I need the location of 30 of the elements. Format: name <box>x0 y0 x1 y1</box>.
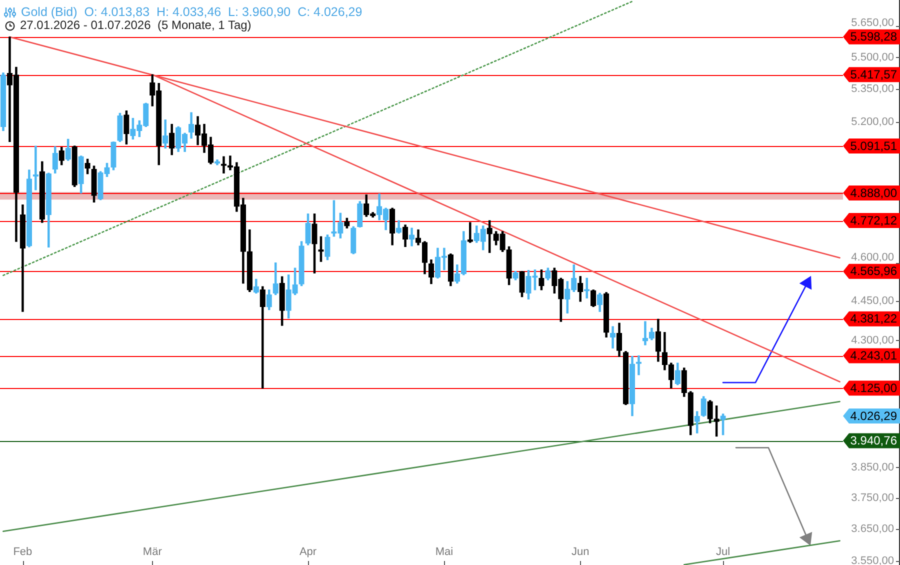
ref-line-label: 4.565,96 <box>850 264 898 278</box>
chart-title: Gold (Bid) O: 4.013,83 H: 4.033,46 L: 3.960,90 C: 4.026,29 <box>21 4 362 20</box>
ref-line-label: 5.091,51 <box>850 138 898 153</box>
y-tick-label: 5.350,00 <box>851 83 894 96</box>
y-tick-label: 5.500,00 <box>851 51 894 64</box>
x-tick-label: Feb <box>13 546 32 558</box>
ref-line-label: 4.888,00 <box>850 186 898 200</box>
ref-line-label: 5.598,28 <box>850 30 898 44</box>
ref-line-label: 4.381,22 <box>850 312 898 326</box>
y-tick-label: 5.650,00 <box>851 16 894 29</box>
y-tick-label: 3.550,00 <box>851 554 894 565</box>
y-tick-label: 3.750,00 <box>851 492 894 504</box>
text: 27.01.2026 - 01.07.2026 (5 Monate, 1 Tag) <box>20 18 252 33</box>
x-tick-label: Mär <box>142 546 162 558</box>
text: 4.026,29 <box>850 408 898 423</box>
y-tick-label: 3.650,00 <box>851 522 894 535</box>
y-tick-label: 4.300,00 <box>851 334 894 346</box>
ref-line-label: 3.940,76 <box>850 434 898 448</box>
y-tick-label: 4.600,00 <box>851 251 894 264</box>
x-tick-label: Mai <box>435 546 454 558</box>
ref-line-label: 4.243,01 <box>850 348 898 363</box>
y-tick-label: 5.200,00 <box>851 116 894 128</box>
x-tick-label: Jul <box>716 546 730 558</box>
y-tick-label: 4.450,00 <box>851 294 894 307</box>
x-tick-label: Apr <box>299 546 317 558</box>
ref-line-label: 5.417,57 <box>850 67 898 82</box>
ref-line-label: 4.772,12 <box>850 213 898 228</box>
ref-line-label: 4.125,00 <box>850 380 898 395</box>
y-tick-label: 3.850,00 <box>851 462 894 474</box>
x-tick-label: Jun <box>572 546 590 558</box>
